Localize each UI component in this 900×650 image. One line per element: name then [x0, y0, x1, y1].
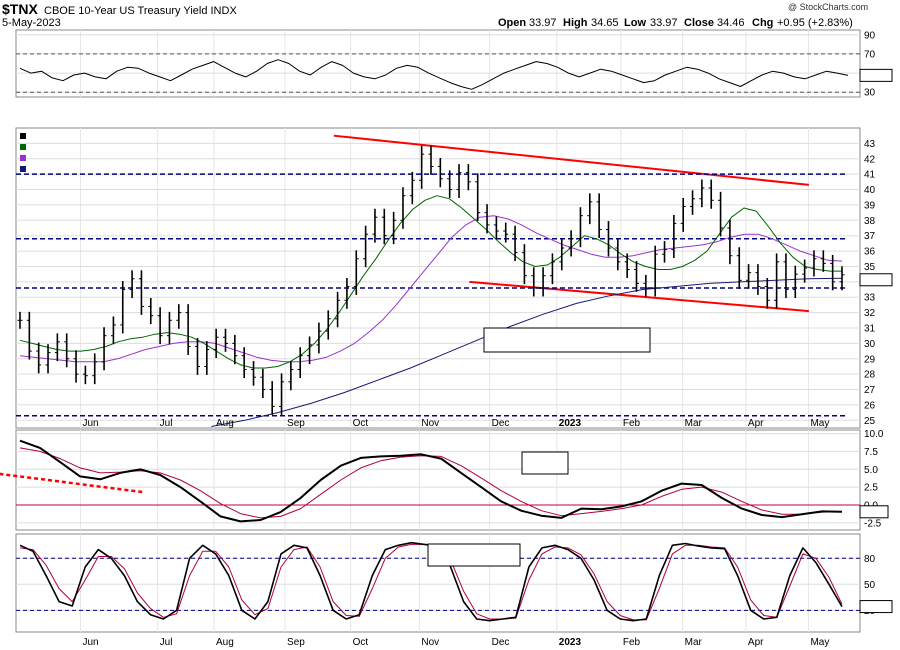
price-last-value-box: [859, 273, 893, 287]
x-tick-label-bottom: Jul: [160, 637, 173, 648]
x-tick-label-bottom: 2023: [559, 637, 582, 648]
high-label: High: [563, 17, 588, 29]
x-tick-label: 2023: [559, 418, 582, 429]
price-tick-label: 29: [864, 354, 876, 365]
pmo-tick-label: -2.5: [864, 518, 882, 529]
x-tick-label-bottom: Dec: [492, 637, 510, 648]
price-tick-label: 41: [864, 170, 876, 181]
pmo-tick-label: 10.0: [864, 429, 884, 440]
price-tick-label: 33: [864, 293, 876, 304]
rsi-panel: [15, 29, 861, 98]
chart-security-name: CBOE 10-Year US Treasury Yield INDX: [44, 5, 237, 17]
stochastics-panel: [15, 533, 861, 633]
chg-label: Chg: [752, 17, 773, 29]
x-tick-label: Apr: [748, 418, 764, 429]
x-tick-label-bottom: Apr: [748, 637, 764, 648]
x-tick-label-bottom: May: [810, 637, 829, 648]
x-tick-label-bottom: Nov: [421, 637, 439, 648]
label-layer: Jun Jun Jul Jul Aug Aug Sep Sep Oct Oct Nov Nov Dec D…: [20, 30, 893, 648]
sto-annotation-box: [427, 543, 521, 567]
chart-symbol: $TNX: [2, 1, 38, 17]
pmo-annotation-box: [521, 451, 569, 475]
x-tick-label: Oct: [353, 418, 369, 429]
pmo-signal-line: [19, 447, 843, 519]
price-tick-label: 28: [864, 370, 876, 381]
x-tick-label: May: [810, 418, 829, 429]
price-tick-label: 31: [864, 324, 876, 335]
price-tick-label: 27: [864, 385, 876, 396]
price-trendline-upper: [333, 134, 809, 186]
price-tick-label: 43: [864, 139, 876, 150]
open-value: 33.97: [529, 17, 557, 29]
pmo-tick-label: 2.5: [864, 483, 878, 494]
pmo-trendline: [0, 472, 144, 494]
pmo-panel: [15, 429, 861, 531]
pmo-tick-label: 7.5: [864, 447, 878, 458]
rsi-last-value-box: [859, 68, 893, 82]
ema20-line: [19, 195, 842, 369]
x-tick-label-bottom: Oct: [353, 637, 369, 648]
price-tick-label: 32: [864, 308, 876, 319]
price-tick-label: 38: [864, 216, 876, 227]
x-tick-label-bottom: Sep: [287, 637, 305, 648]
ohlc-readout: Open 33.97 High 34.65 Low 33.97 Close 34…: [498, 17, 853, 29]
sto-tick-label: 50: [864, 580, 876, 591]
price-annotation-box: [483, 327, 651, 353]
x-tick-label: Mar: [685, 418, 703, 429]
x-tick-label: Aug: [216, 418, 234, 429]
price-legend-swatch: [20, 166, 26, 172]
x-tick-label: Jun: [82, 418, 98, 429]
price-legend-swatch: [20, 144, 26, 150]
rsi-tick-label: 70: [864, 49, 876, 60]
price-tick-label: 42: [864, 154, 876, 165]
low-value: 33.97: [650, 17, 678, 29]
price-tick-label: 30: [864, 339, 876, 350]
pmo-last-value-box: [859, 505, 889, 519]
x-tick-label-bottom: Mar: [685, 637, 703, 648]
x-tick-label: Sep: [287, 418, 305, 429]
grid-layer: [16, 30, 860, 632]
x-tick-label-bottom: Jun: [82, 637, 98, 648]
sto-last-value-box: [859, 600, 893, 614]
ema200-line: [211, 277, 843, 427]
x-tick-label-bottom: Feb: [623, 637, 641, 648]
x-tick-label: Nov: [421, 418, 439, 429]
rsi-tick-label: 90: [864, 30, 876, 41]
price-legend-swatch: [20, 133, 26, 139]
pmo-tick-label: 5.0: [864, 465, 878, 476]
rsi-tick-label: 30: [864, 88, 876, 99]
price-tick-label: 25: [864, 416, 876, 427]
x-tick-label-bottom: Aug: [216, 637, 234, 648]
price-panel: [15, 127, 861, 429]
sto-tick-label: 80: [864, 554, 876, 565]
pmo-line: [19, 439, 843, 523]
close-label: Close: [684, 17, 714, 29]
price-tick-label: 26: [864, 400, 876, 411]
price-tick-label: 37: [864, 231, 876, 242]
high-value: 34.65: [591, 17, 619, 29]
chg-value: +0.95 (+2.83%): [777, 17, 853, 29]
price-tick-label: 40: [864, 185, 876, 196]
x-tick-label: Jul: [160, 418, 173, 429]
price-trendline-lower: [469, 280, 809, 313]
close-value: 34.46: [717, 17, 745, 29]
price-legend-swatch: [20, 155, 26, 161]
rsi-line: [19, 59, 849, 90]
x-tick-label: Dec: [492, 418, 510, 429]
price-tick-label: 39: [864, 200, 876, 211]
price-tick-label: 36: [864, 247, 876, 258]
ema50-line: [19, 215, 843, 363]
x-tick-label: Feb: [623, 418, 641, 429]
price-tick-label: 35: [864, 262, 876, 273]
open-label: Open: [498, 17, 526, 29]
chart-date: 5-May-2023: [2, 17, 61, 29]
copyright-text: @ StockCharts.com: [788, 2, 868, 12]
low-label: Low: [624, 17, 646, 29]
